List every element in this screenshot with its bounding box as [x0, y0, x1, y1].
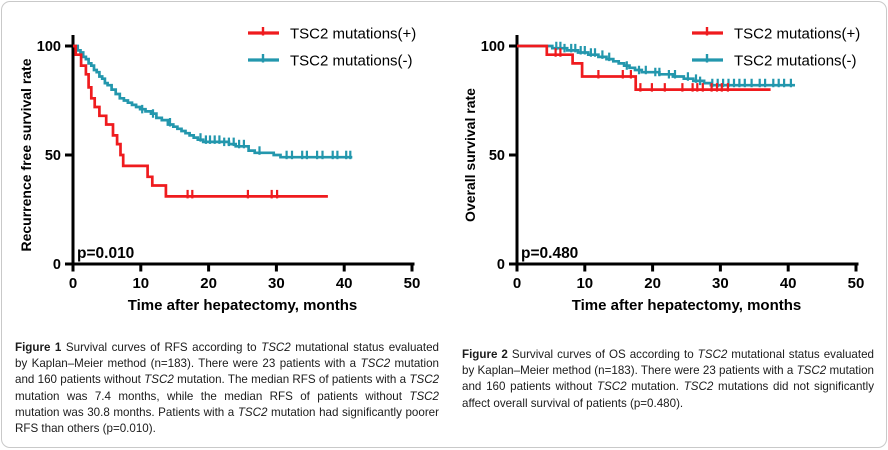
legend-label: TSC2 mutations(-)	[734, 53, 857, 70]
caption-segment: mutation was 7.4 months, while the media…	[15, 389, 410, 403]
caption-segment: TSC2	[409, 373, 440, 387]
rfs-km-chart: 0 50 100 0 10 20 30 40 50 Time after hepatectomy,…	[18, 26, 421, 315]
survival-curve-mut-pos	[73, 44, 328, 198]
caption-segment: mutation was 30.8 months. Patients with …	[15, 405, 238, 419]
os-figure-panel: 0 50 100 0 10 20 30 40 50 Time after hepatectomy,…	[446, 2, 886, 437]
x-tick-label: 10	[132, 275, 149, 292]
x-tick-label: 40	[336, 275, 353, 292]
caption-segment: TSC2	[697, 348, 728, 361]
caption-segment: mutation and 160 patients without	[462, 364, 874, 394]
x-tick-label: 40	[780, 275, 797, 292]
legend-label: TSC2 mutations(-)	[290, 53, 413, 70]
x-tick-label: 50	[848, 275, 865, 292]
caption-segment: TSC2	[683, 380, 714, 394]
caption-segment: Figure 1	[15, 341, 66, 354]
caption-segment: mutational status evaluated by Kaplan–Me…	[462, 348, 874, 378]
x-tick-label: 20	[644, 275, 661, 292]
x-axis-title: Time after hepatectomy, months	[572, 297, 802, 314]
caption-segment: mutational status evaluated by Kaplan–Me…	[15, 341, 439, 371]
p-value-label: p=0.480	[521, 245, 578, 262]
x-tick-label: 30	[712, 275, 729, 292]
y-tick-label: 100	[481, 39, 505, 55]
y-tick-label: 50	[489, 148, 505, 164]
y-tick-label: 50	[45, 148, 61, 164]
legend-label: TSC2 mutations(+)	[734, 26, 860, 43]
caption-segment: Figure 2	[462, 348, 512, 361]
figure2-caption: Figure 2 Survival curves of OS according…	[462, 347, 874, 412]
censor-marks-mut-neg	[141, 104, 352, 160]
x-axis-title: Time after hepatectomy, months	[128, 297, 358, 314]
caption-segment: TSC2	[409, 389, 439, 403]
legend-label: TSC2 mutations(+)	[290, 26, 416, 43]
caption-segment: mutation.	[626, 380, 684, 394]
censor-marks-mut-neg	[555, 41, 792, 88]
figure1-caption: Figure 1 Survival curves of RFS accordin…	[15, 340, 439, 437]
x-tick-label: 30	[268, 275, 285, 292]
caption-segment: mutation. The median RFS of patients wit…	[173, 373, 410, 387]
caption-segment: TSC2	[261, 341, 291, 354]
caption-segment: TSC2	[237, 405, 268, 419]
caption-segment: mutation had significantly poorer RFS th…	[15, 405, 439, 436]
x-tick-label: 20	[200, 275, 217, 292]
caption-segment: TSC2	[796, 364, 827, 378]
x-tick-label: 0	[69, 275, 77, 292]
x-tick-label: 0	[513, 275, 521, 292]
y-axis-title: Recurrence free survival rate	[18, 58, 34, 251]
os-km-chart: 0 50 100 0 10 20 30 40 50 Time after hepatectomy,…	[462, 26, 865, 315]
x-tick-label: 50	[404, 275, 421, 292]
caption-segment: mutation and 160 patients without	[15, 357, 439, 387]
y-tick-label: 0	[497, 257, 505, 273]
x-tick-label: 10	[576, 275, 593, 292]
caption-segment: TSC2	[144, 373, 174, 387]
caption-segment: Survival curves of RFS according to	[65, 341, 262, 354]
y-axis-title: Overall survival rate	[462, 88, 478, 222]
caption-segment: TSC2	[596, 380, 627, 394]
caption-segment: TSC2	[360, 357, 391, 371]
survival-curve-mut-pos	[517, 44, 771, 91]
caption-segment: mutations did not significantly affect o…	[462, 380, 874, 410]
rfs-figure-panel: 0 50 100 0 10 20 30 40 50 Time after hepatectomy,…	[2, 2, 446, 437]
y-tick-label: 100	[37, 39, 61, 55]
p-value-label: p=0.010	[77, 245, 134, 262]
y-tick-label: 0	[53, 257, 61, 273]
caption-segment: Survival curves of OS according to	[511, 348, 698, 361]
censor-marks-mut-pos	[554, 48, 729, 92]
censor-marks-mut-pos	[186, 189, 279, 199]
figures-row: 0 50 100 0 10 20 30 40 50 Time after hepatectomy,…	[2, 2, 886, 437]
